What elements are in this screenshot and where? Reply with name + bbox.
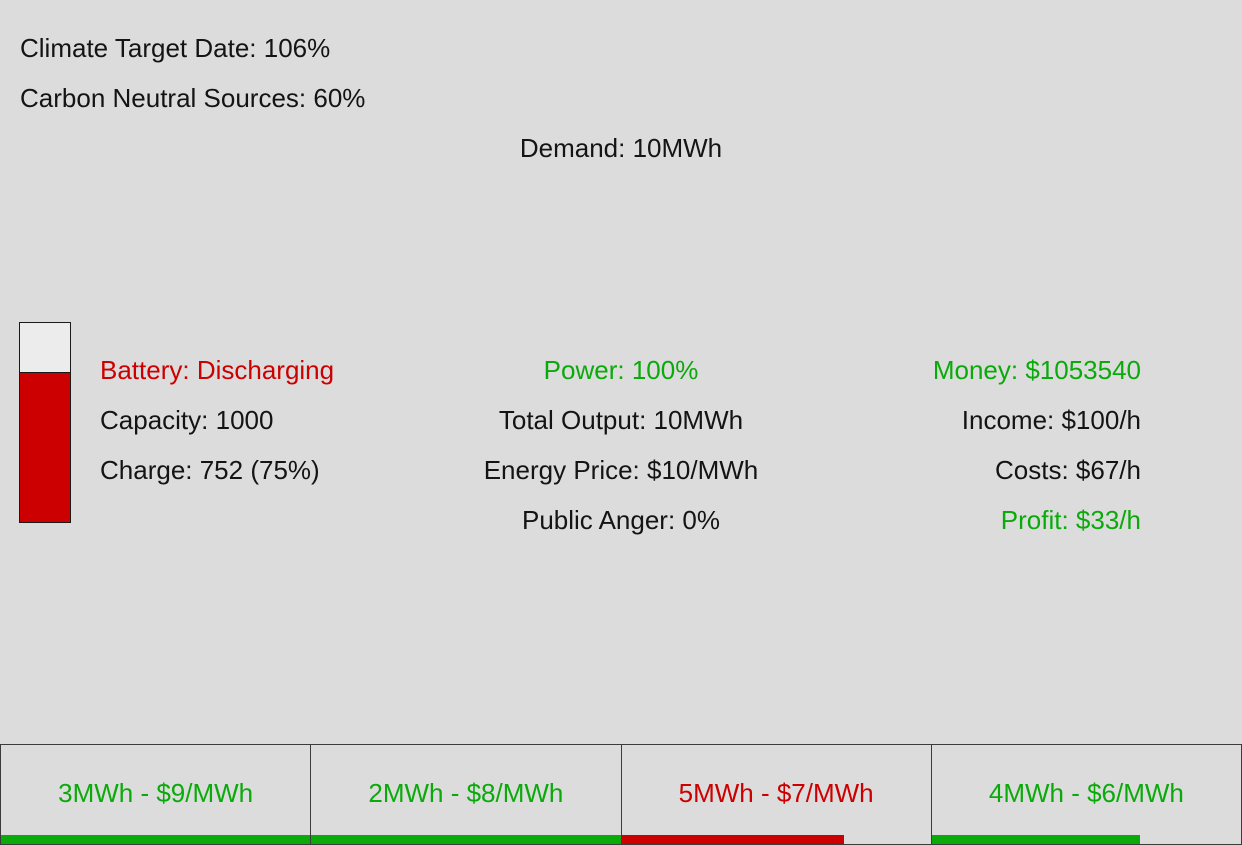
energy-price-text: Energy Price: $10/MWh bbox=[483, 455, 759, 485]
offer-label: 2MWh - $8/MWh bbox=[368, 778, 564, 808]
carbon-neutral-text: Carbon Neutral Sources: 60% bbox=[20, 83, 366, 113]
offer-label: 3MWh - $9/MWh bbox=[58, 778, 254, 808]
offer-progress-bar bbox=[1, 835, 311, 844]
offer-button-2[interactable]: 2MWh - $8/MWh bbox=[310, 744, 621, 845]
money-text: Money: $1053540 bbox=[932, 355, 1141, 385]
demand-text: Demand: 10MWh bbox=[519, 133, 723, 163]
offer-button-1[interactable]: 3MWh - $9/MWh bbox=[0, 744, 311, 845]
profit-text: Profit: $33/h bbox=[1000, 505, 1141, 535]
power-text: Power: 100% bbox=[543, 355, 699, 385]
public-anger-text: Public Anger: 0% bbox=[521, 505, 720, 535]
offer-progress-bar bbox=[311, 835, 621, 844]
offer-progress-bar bbox=[621, 835, 845, 844]
costs-text: Costs: $67/h bbox=[995, 455, 1141, 485]
battery-charge-fill bbox=[20, 371, 70, 522]
offer-button-3[interactable]: 5MWh - $7/MWh bbox=[620, 744, 931, 845]
offer-label: 5MWh - $7/MWh bbox=[678, 778, 874, 808]
offer-button-4[interactable]: 4MWh - $6/MWh bbox=[930, 744, 1242, 845]
battery-capacity-text: Capacity: 1000 bbox=[100, 405, 274, 435]
energy-offers-bar: 3MWh - $9/MWh 2MWh - $8/MWh 5MWh - $7/MW… bbox=[0, 744, 1242, 845]
offer-label: 4MWh - $6/MWh bbox=[988, 778, 1184, 808]
battery-state-text: Battery: Discharging bbox=[100, 355, 335, 385]
income-text: Income: $100/h bbox=[961, 405, 1141, 435]
climate-target-text: Climate Target Date: 106% bbox=[20, 33, 331, 63]
battery-gauge bbox=[19, 322, 71, 523]
offer-progress-bar bbox=[931, 835, 1141, 844]
battery-charge-text: Charge: 752 (75%) bbox=[100, 455, 320, 485]
total-output-text: Total Output: 10MWh bbox=[498, 405, 744, 435]
